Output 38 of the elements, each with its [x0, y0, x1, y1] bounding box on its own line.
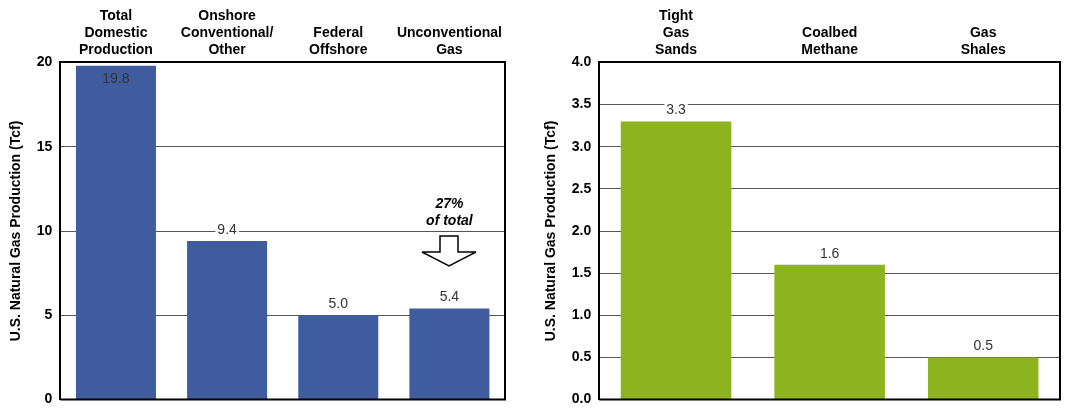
y-axis-title: U.S. Natural Gas Production (Tcf): [542, 120, 559, 342]
bar: [298, 315, 379, 400]
bar: [75, 65, 156, 400]
x-tick-label: Tight Gas Sands: [655, 7, 698, 57]
y-tick-label: 4.0: [571, 53, 592, 70]
y-tick-label: 1.0: [571, 306, 592, 323]
y-tick-label: 2.0: [571, 221, 592, 238]
annotation: 27% of total: [426, 195, 474, 229]
x-tick-label: Total Domestic Production: [79, 7, 153, 57]
y-tick-label: 15: [36, 137, 53, 154]
y-tick-label: 1.5: [571, 264, 592, 281]
y-tick-label: 10: [36, 221, 53, 238]
y-tick-label: 20: [36, 53, 53, 70]
x-tick-label: Federal Offshore: [309, 24, 368, 57]
data-label: 5.0: [328, 295, 349, 312]
x-tick-label: Coalbed Methane: [801, 24, 859, 57]
y-tick-label: 2.5: [571, 179, 592, 196]
bar: [620, 121, 732, 400]
data-label: 9.4: [217, 220, 238, 237]
y-tick-label: 0: [44, 390, 53, 407]
data-label: 5.4: [439, 288, 460, 305]
y-tick-label: 0.5: [571, 348, 592, 365]
bar: [409, 308, 490, 400]
x-tick-label: Gas Shales: [960, 24, 1006, 57]
bar: [774, 264, 885, 400]
y-tick-label: 0.0: [571, 390, 592, 407]
y-axis-title: U.S. Natural Gas Production (Tcf): [7, 120, 24, 342]
bar: [187, 241, 268, 400]
x-tick-label: Unconventional Gas: [396, 24, 502, 57]
y-tick-label: 3.0: [571, 137, 592, 154]
data-label: 19.8: [102, 69, 130, 86]
data-label: 3.3: [666, 101, 686, 118]
data-label: 0.5: [973, 337, 994, 354]
x-tick-label: Onshore Conventional/ Other: [180, 7, 274, 57]
y-tick-label: 5: [44, 306, 53, 323]
data-label: 1.6: [819, 244, 840, 261]
y-tick-label: 3.5: [571, 95, 592, 112]
bar: [927, 357, 1039, 400]
